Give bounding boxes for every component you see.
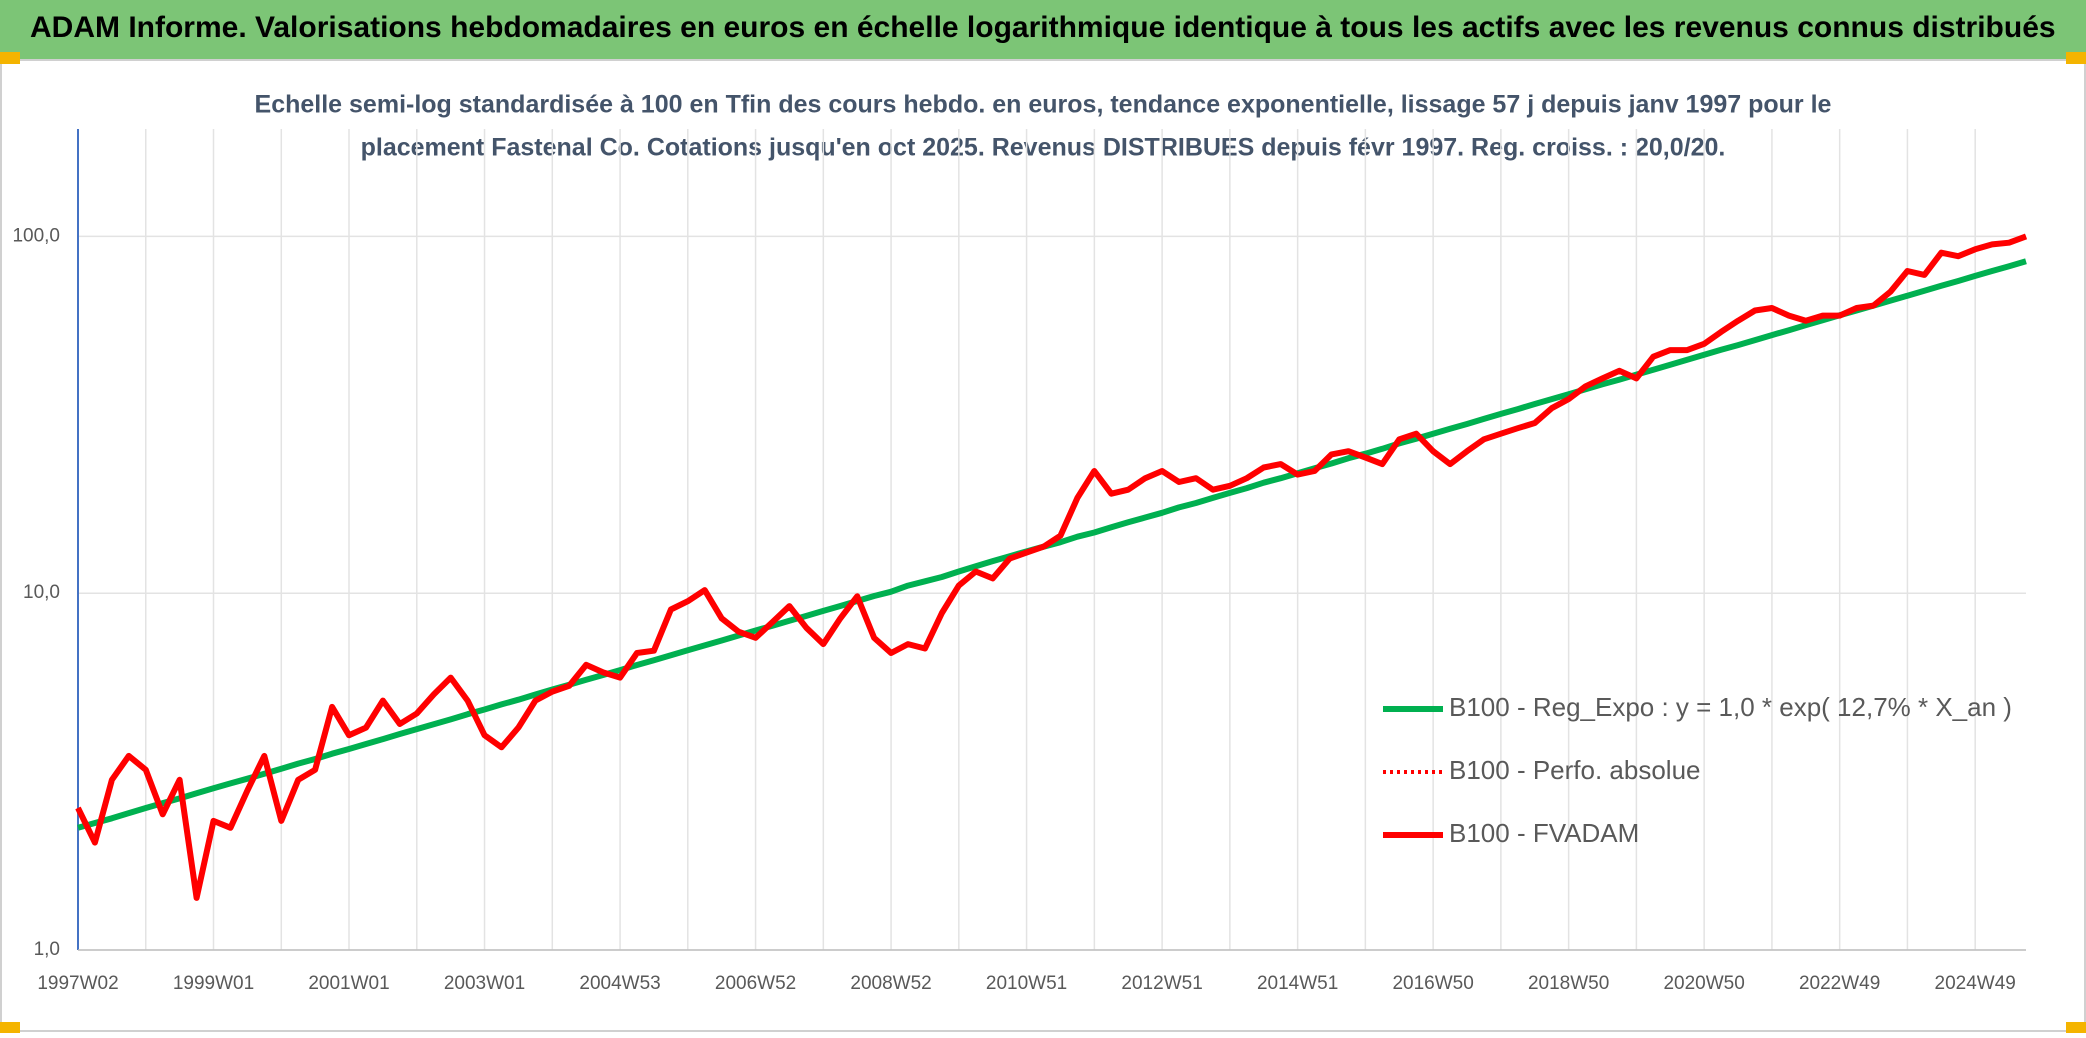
x-tick-label: 2003W01 [444, 973, 525, 994]
x-tick-label: 2008W52 [850, 973, 931, 994]
y-tick-label: 10,0 [23, 582, 60, 603]
x-tick-label: 2004W53 [579, 973, 660, 994]
y-tick-label: 100,0 [12, 225, 60, 246]
legend-label: B100 - FVADAM [1449, 818, 1639, 848]
chart-subtitle: Echelle semi-log standardisée à 100 en T… [255, 91, 1832, 119]
legend-label: B100 - Perfo. absolue [1449, 755, 1701, 785]
series-line [75, 233, 2028, 901]
corner-mark [2066, 52, 2086, 64]
legend-label: B100 - Reg_Expo : y = 1,0 * exp( 12,7% *… [1449, 692, 2012, 722]
x-tick-label: 1997W02 [37, 973, 118, 994]
corner-mark [2066, 1022, 2086, 1033]
x-tick-label: 2022W49 [1799, 973, 1880, 994]
x-tick-label: 2006W52 [715, 973, 796, 994]
x-tick-label: 2024W49 [1935, 973, 2016, 994]
header-bar [0, 0, 2086, 60]
x-tick-label: 2016W50 [1392, 973, 1473, 994]
y-tick-label: 1,0 [34, 939, 60, 960]
chart-title: ADAM Informe. Valorisations hebdomadaire… [30, 11, 2056, 44]
x-tick-label: 2014W51 [1257, 973, 1338, 994]
corner-mark [0, 1022, 20, 1033]
x-tick-label: 2001W01 [308, 973, 389, 994]
chart-subtitle: placement Fastenal Co. Cotations jusqu'e… [361, 134, 1726, 162]
x-tick-label: 2020W50 [1663, 973, 1744, 994]
x-tick-label: 2018W50 [1528, 973, 1609, 994]
x-tick-label: 2010W51 [986, 973, 1067, 994]
corner-mark [0, 52, 20, 64]
frame [0, 59, 2086, 1032]
x-tick-label: 2012W51 [1121, 973, 1202, 994]
x-tick-label: 1999W01 [173, 973, 254, 994]
